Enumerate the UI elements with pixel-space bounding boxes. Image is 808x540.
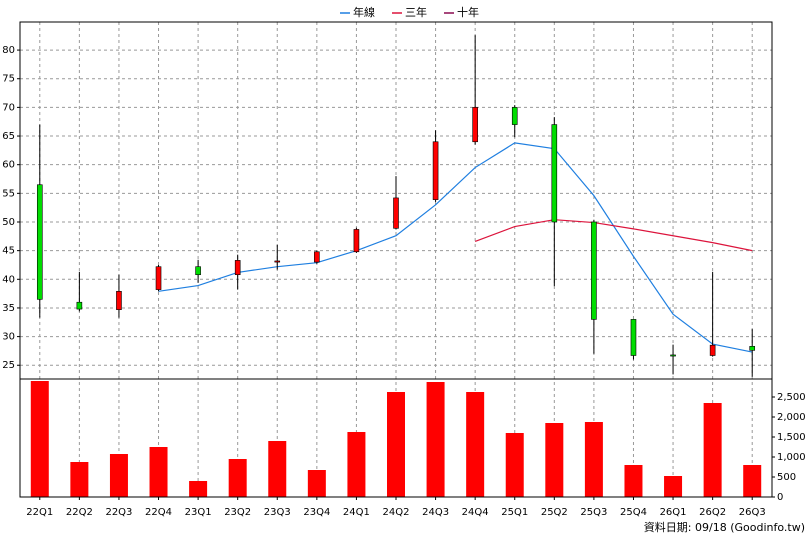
volume-tick-label: 2,500 bbox=[777, 392, 806, 403]
candle-body bbox=[630, 319, 637, 356]
volume-bar bbox=[347, 432, 366, 497]
ma-line bbox=[158, 142, 753, 353]
volume-tick-label: 2,000 bbox=[777, 412, 806, 423]
volume-bar bbox=[149, 447, 168, 497]
y-tick-label: 25 bbox=[2, 360, 15, 371]
volume-bar bbox=[584, 422, 603, 497]
candle-body bbox=[353, 229, 360, 253]
y-tick-label: 65 bbox=[2, 131, 15, 142]
candle-body bbox=[749, 346, 756, 351]
volume-bar bbox=[307, 470, 326, 497]
volume-tick-label: 1,000 bbox=[777, 452, 806, 463]
x-tick-label: 25Q4 bbox=[620, 507, 647, 518]
y-tick-label: 70 bbox=[2, 102, 15, 113]
candle-body bbox=[234, 260, 241, 276]
legend-label: 三年 bbox=[405, 5, 427, 19]
x-tick-label: 23Q3 bbox=[264, 507, 291, 518]
volume-bar bbox=[703, 403, 722, 497]
y-tick-label: 45 bbox=[2, 246, 15, 257]
candle-body bbox=[591, 221, 597, 320]
x-tick-label: 26Q3 bbox=[739, 507, 766, 518]
candle-body bbox=[551, 124, 558, 223]
x-tick-label: 24Q1 bbox=[343, 507, 370, 518]
volume-bar bbox=[545, 423, 564, 497]
volume-bar bbox=[387, 392, 405, 497]
x-tick-label: 23Q2 bbox=[224, 507, 251, 518]
x-tick-label: 22Q1 bbox=[26, 507, 53, 518]
candle-body bbox=[393, 197, 399, 229]
volume-frame bbox=[19, 378, 773, 498]
x-tick-label: 25Q2 bbox=[541, 507, 568, 518]
candle-body bbox=[76, 301, 83, 310]
y-tick-label: 50 bbox=[2, 217, 15, 228]
x-tick-label: 24Q4 bbox=[462, 507, 489, 518]
volume-bar bbox=[505, 433, 524, 497]
volume-tick-label: 500 bbox=[777, 472, 796, 483]
x-tick-label: 25Q3 bbox=[580, 507, 607, 518]
volume-tick-label: 1,500 bbox=[777, 432, 806, 443]
x-tick-label: 23Q1 bbox=[185, 507, 212, 518]
volume-bar bbox=[426, 382, 445, 497]
volume-bar bbox=[664, 476, 683, 497]
x-tick-label: 26Q1 bbox=[660, 507, 687, 518]
x-tick-label: 22Q2 bbox=[66, 507, 93, 518]
y-tick-label: 80 bbox=[2, 45, 15, 56]
volume-bar bbox=[70, 462, 89, 497]
volume-bar bbox=[466, 392, 485, 497]
y-tick-label: 40 bbox=[2, 274, 15, 285]
volume-bar bbox=[228, 459, 247, 497]
legend-label: 十年 bbox=[457, 5, 479, 19]
ma-line bbox=[474, 219, 753, 252]
candle-body bbox=[36, 184, 43, 300]
y-tick-label: 30 bbox=[2, 332, 15, 343]
candle-body bbox=[511, 107, 518, 125]
x-tick-label: 22Q3 bbox=[105, 507, 132, 518]
x-tick-label: 24Q2 bbox=[383, 507, 410, 518]
candle-body bbox=[709, 344, 716, 356]
candle-body bbox=[195, 266, 201, 276]
volume-tick-label: 0 bbox=[777, 492, 783, 503]
volume-bar bbox=[30, 381, 49, 497]
legend-label: 年線 bbox=[353, 5, 375, 19]
volume-bar bbox=[109, 454, 128, 497]
x-tick-label: 25Q1 bbox=[501, 507, 528, 518]
y-tick-label: 75 bbox=[2, 74, 15, 85]
candle-body bbox=[116, 291, 122, 310]
y-tick-label: 55 bbox=[2, 188, 15, 199]
x-tick-label: 26Q2 bbox=[699, 507, 726, 518]
volume-bar bbox=[189, 481, 208, 497]
volume-bar bbox=[624, 465, 643, 497]
candle-body bbox=[670, 354, 676, 357]
candle-body bbox=[472, 107, 478, 143]
x-tick-label: 24Q3 bbox=[422, 507, 449, 518]
footer-note: 資料日期: 09/18 (Goodinfo.tw) bbox=[644, 520, 805, 534]
y-tick-label: 60 bbox=[2, 160, 15, 171]
volume-bar bbox=[743, 465, 762, 497]
y-tick-label: 35 bbox=[2, 303, 15, 314]
x-tick-label: 23Q4 bbox=[303, 507, 330, 518]
volume-bar bbox=[268, 441, 287, 497]
x-tick-label: 22Q4 bbox=[145, 507, 172, 518]
candle-body bbox=[155, 266, 162, 290]
candle-body bbox=[274, 260, 281, 263]
candle-body bbox=[432, 141, 439, 200]
candle-body bbox=[314, 251, 320, 263]
